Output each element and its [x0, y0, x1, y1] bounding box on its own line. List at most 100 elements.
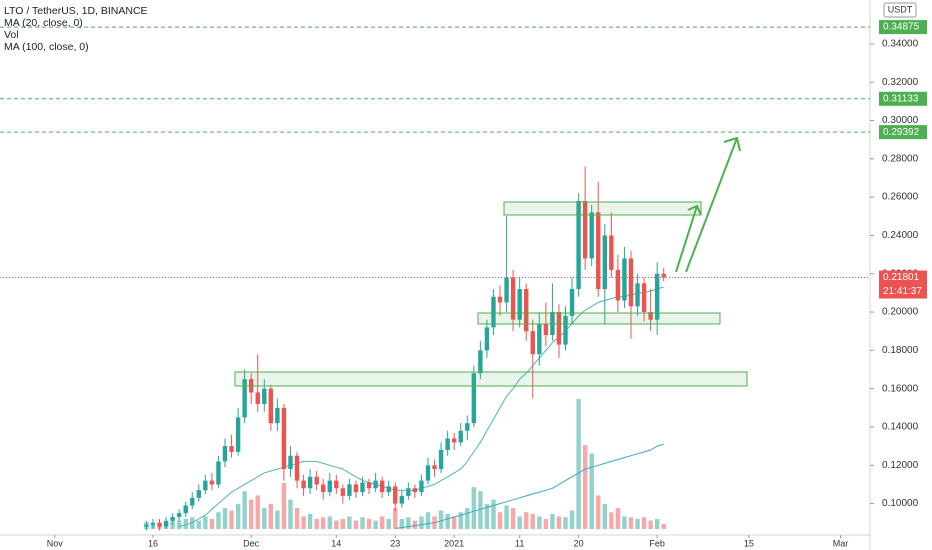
candle-body: [340, 488, 346, 496]
volume-bar: [321, 517, 326, 529]
volume-bar: [458, 512, 463, 529]
candle-body: [524, 289, 529, 332]
x-tick-label: 16: [148, 538, 158, 548]
candle-body: [229, 446, 234, 452]
level-label: 0.29392: [883, 127, 920, 138]
candle-body: [484, 327, 490, 351]
volume-bar: [484, 503, 490, 529]
candle-body: [582, 200, 588, 259]
volume-bar: [386, 518, 391, 529]
y-tick-label: 0.24000: [882, 230, 919, 241]
candle-body: [386, 486, 391, 493]
volume-bar: [661, 523, 666, 529]
volume-bar: [465, 508, 470, 529]
volume-bar: [517, 516, 522, 529]
candle-body: [556, 312, 562, 345]
candle-body: [190, 497, 195, 506]
volume-bar: [235, 503, 241, 529]
candle-body: [465, 423, 470, 431]
candle-body: [654, 273, 660, 320]
volume-bar: [615, 508, 621, 529]
volume-bar: [451, 516, 457, 529]
candle-body: [327, 480, 332, 493]
indicator-label: Vol: [4, 29, 19, 41]
countdown-label: 21:41:37: [883, 286, 922, 297]
volume-bar: [543, 518, 549, 529]
y-tick-label: 0.16000: [882, 383, 919, 394]
candle-body: [288, 455, 293, 470]
volume-bar: [222, 508, 228, 529]
y-tick-label: 0.34000: [882, 39, 919, 50]
ma100-line: [395, 443, 664, 529]
level-label: 0.34875: [883, 22, 920, 33]
volume-bar: [478, 491, 483, 529]
x-tick-label: 15: [744, 538, 754, 548]
volume-bar: [183, 518, 188, 529]
candle-body: [222, 446, 228, 462]
volume-bar: [262, 508, 267, 529]
x-tick-label: 11: [515, 538, 524, 548]
candle-body: [301, 480, 306, 489]
candle-body: [170, 516, 175, 521]
candle-body: [569, 289, 575, 316]
candle-body: [360, 482, 365, 493]
volume-bar: [399, 518, 405, 529]
candle-body: [321, 484, 326, 493]
candle-body: [628, 258, 634, 307]
indicator-label: MA (20, close, 0): [4, 17, 83, 29]
volume-bar: [307, 513, 313, 529]
candle-body: [648, 312, 653, 320]
volume-bar: [654, 518, 660, 529]
volume-bar: [209, 518, 215, 529]
zone: [477, 312, 721, 325]
candle-body: [622, 258, 627, 301]
volume-bar: [294, 508, 300, 529]
candle-body: [471, 373, 477, 424]
candle-body: [203, 480, 208, 491]
candle-body: [451, 438, 457, 443]
volume-bar: [419, 516, 424, 529]
candle-body: [347, 484, 352, 496]
indicator-label: MA (100, close, 0): [4, 41, 89, 53]
level-box: [879, 91, 927, 106]
volume-bar: [379, 516, 385, 529]
candle-body: [183, 505, 188, 514]
arrow: [675, 204, 702, 273]
volume-bar: [425, 512, 431, 529]
candle-body: [209, 480, 215, 485]
y-tick-label: 0.10000: [882, 498, 919, 509]
candle-body: [255, 392, 260, 404]
candle-body: [478, 350, 483, 374]
volume-layer: [144, 399, 666, 529]
candle-body: [438, 449, 444, 470]
candle-body: [543, 323, 549, 336]
volume-bar: [229, 510, 234, 529]
currency-label: USDT: [888, 4, 913, 14]
x-tick-label: Dec: [243, 538, 260, 548]
volume-bar: [497, 512, 503, 529]
x-tick-label: 20: [574, 538, 584, 548]
candle-body: [602, 235, 607, 290]
candle-body: [242, 379, 247, 418]
volume-bar: [609, 512, 614, 529]
y-tick-label: 0.14000: [882, 422, 919, 433]
candle-body: [275, 407, 280, 424]
candle-body: [596, 212, 601, 290]
volume-bar: [504, 505, 509, 529]
volume-bar: [569, 510, 575, 529]
candle-body: [537, 323, 542, 355]
volume-bar: [510, 508, 516, 529]
candle-body: [294, 455, 300, 481]
candle-body: [497, 296, 503, 303]
volume-bar: [537, 516, 542, 529]
volume-bar: [524, 512, 529, 529]
x-tick-label: Feb: [649, 538, 665, 548]
level-box: [879, 20, 927, 35]
volume-bar: [589, 453, 594, 529]
candle-body: [262, 388, 267, 404]
volume-bar: [255, 495, 260, 529]
volume-bar: [412, 520, 418, 529]
volume-bar: [301, 516, 306, 529]
volume-bar: [393, 508, 398, 529]
